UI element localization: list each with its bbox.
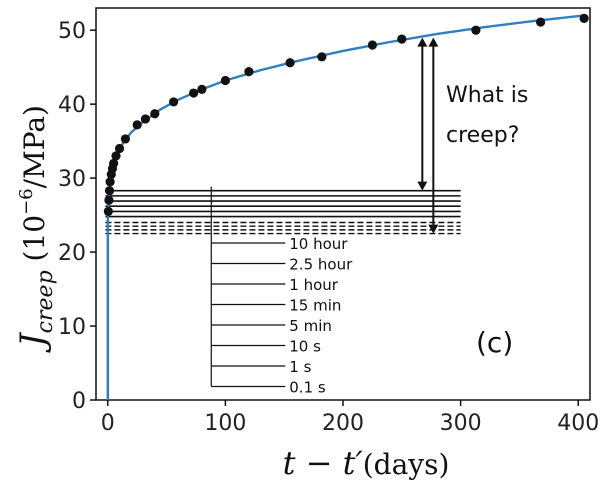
creep-arrow-right-head-down — [428, 224, 439, 234]
legend-label: 15 min — [289, 297, 341, 315]
y-axis-label: Jcreep (10−6/MPa) — [13, 105, 58, 353]
legend-label: 5 min — [289, 317, 332, 335]
data-point — [536, 17, 546, 27]
hold-time-legend: 10 hour 2.5 hour 1 hour 15 min 5 min 10 s 1 s 0… — [210, 186, 353, 397]
legend-label: 1 hour — [289, 276, 339, 294]
data-point — [397, 34, 407, 44]
data-point — [104, 195, 114, 205]
creep-arrow-right-head-up — [428, 37, 439, 47]
y-axis-label-exponent: −6 — [16, 188, 37, 215]
legend-label: 10 hour — [289, 235, 348, 253]
y-axis-label-unit-pre: (10 — [18, 215, 51, 270]
axes: 0 100 200 300 400 0 10 20 30 40 50 — [58, 7, 599, 436]
panel-label: (c) — [476, 326, 513, 359]
y-tick-label: 20 — [58, 241, 86, 266]
measured-points-layer — [103, 13, 589, 216]
y-tick-label: 50 — [58, 19, 86, 44]
x-tick-label: 0 — [101, 411, 115, 436]
data-point — [220, 75, 230, 86]
data-point — [132, 120, 142, 130]
y-axis-label-unit-post: /MPa) — [18, 105, 51, 188]
legend-label: 2.5 hour — [289, 256, 353, 274]
creep-arrow-layer — [417, 37, 439, 234]
plot-frame — [95, 7, 591, 401]
data-point — [471, 25, 481, 35]
data-point — [150, 109, 160, 119]
data-point — [169, 97, 179, 107]
y-tick-label: 40 — [58, 93, 86, 118]
y-tick-label: 10 — [58, 315, 86, 340]
legend-label: 0.1 s — [289, 379, 326, 397]
hold-time-lines — [105, 189, 461, 235]
data-point — [140, 114, 150, 124]
y-axis-label-subscript: creep — [33, 270, 58, 333]
data-point — [244, 67, 254, 77]
annotation-line-2: creep? — [446, 123, 519, 148]
data-point — [189, 88, 199, 98]
x-tick-label: 100 — [204, 411, 246, 436]
annotation-line-1: What is — [446, 83, 528, 108]
data-point — [367, 40, 378, 50]
x-tick-label: 300 — [440, 411, 482, 436]
data-point — [104, 186, 115, 196]
legend-label: 1 s — [289, 358, 311, 376]
data-point — [285, 58, 295, 68]
creep-arrow-left-head-down — [417, 181, 428, 191]
x-tick-label: 200 — [322, 411, 364, 436]
data-point — [114, 143, 125, 154]
data-point — [120, 134, 131, 144]
x-axis-label: t − t′(days) — [283, 444, 450, 482]
legend-label: 10 s — [289, 338, 321, 356]
y-tick-label: 0 — [72, 389, 86, 414]
data-point — [103, 206, 113, 216]
y-tick-label: 30 — [58, 167, 86, 192]
x-tick-label: 400 — [557, 411, 599, 436]
data-point — [197, 84, 207, 94]
x-axis-label-unit: (days) — [363, 448, 450, 481]
data-point — [105, 177, 115, 187]
data-point — [109, 158, 119, 168]
x-axis-label-main: t − t′ — [283, 444, 364, 482]
y-axis-label-symbol: J — [13, 331, 53, 353]
data-point — [111, 151, 121, 161]
data-point — [579, 13, 589, 23]
creep-arrow-left-head-up — [417, 37, 428, 47]
data-point — [317, 52, 327, 62]
